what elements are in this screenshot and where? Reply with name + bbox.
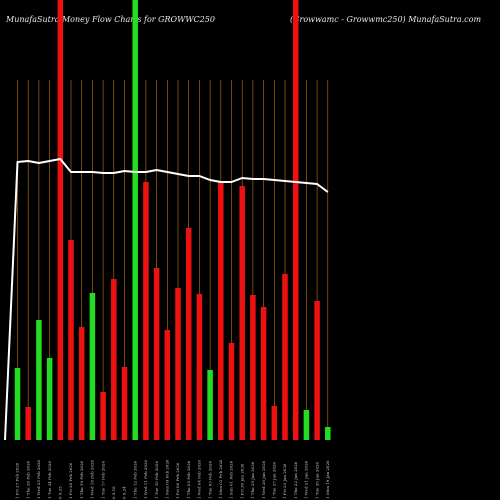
bar — [314, 301, 320, 440]
bar — [164, 330, 171, 440]
x-tick-label: 1 Fri 27 Feb 2026 — [15, 462, 20, 499]
bar — [89, 293, 96, 440]
x-tick-labels: 1 Fri 27 Feb 2026 1 Thu 26 Feb 2026 1 Wed … — [15, 459, 330, 499]
x-tick-label: 1 Mon 19 Jan 2026 — [325, 460, 330, 499]
bar — [228, 343, 235, 440]
x-tick-label: 0 9.25 — [58, 486, 63, 499]
x-tick-label: 1 Wed 11 Feb 2026 — [143, 459, 148, 499]
x-tick-label: 1 Thu 05 Feb 2026 — [186, 460, 191, 499]
bar — [68, 240, 74, 440]
bar — [239, 186, 245, 440]
bar — [207, 370, 213, 440]
x-tick-label: 1 Wed 25 Feb 2026 — [36, 459, 41, 499]
x-tick-label: 1 Wed 04 Feb 2026 — [197, 459, 202, 499]
bar — [218, 181, 224, 440]
bar — [196, 294, 203, 440]
x-tick-label: 0 9.18 — [111, 486, 116, 499]
bar — [143, 182, 149, 440]
bar — [250, 295, 256, 440]
bar — [175, 288, 181, 440]
bar — [121, 367, 128, 440]
bar — [25, 407, 31, 440]
grid-lines — [17, 80, 329, 440]
x-tick-label: 1 Tue 27 Jan 2026 — [272, 461, 277, 499]
x-tick-label: 1 Fri 30 Jan 2026 — [239, 463, 244, 499]
chart-title-right: (Growwamc - Growwmc250) MunafaSutra.com — [290, 15, 481, 24]
bars — [14, 0, 331, 440]
x-tick-label: 1 Mon 09 Feb 2026 — [165, 459, 170, 499]
x-tick-label: 0 9.24 — [122, 486, 127, 499]
x-tick-label: 1 Wed 28 Jan 2026 — [261, 460, 266, 499]
bar — [292, 0, 299, 440]
bar — [260, 307, 267, 440]
bar — [36, 320, 42, 440]
bar — [282, 274, 288, 440]
bar — [111, 279, 117, 440]
x-tick-label: 1 Tue 10 Feb 2026 — [154, 461, 159, 499]
x-tick-label: 1 Wed 21 Jan 2026 — [304, 460, 309, 499]
x-tick-label: 1 Tue 24 Feb 2026 — [47, 461, 52, 499]
x-tick-label: 1 Tue 20 Jan 2026 — [314, 461, 319, 499]
bar — [78, 327, 85, 440]
bar — [153, 268, 160, 440]
bar — [46, 358, 53, 440]
x-tick-label: 1 Mon 02 Feb 2026 — [218, 459, 223, 499]
x-tick-label: 1 Tue 03 Feb 2026 — [207, 461, 212, 499]
x-tick-label: 1 Fri 20 Feb 2026 — [68, 462, 73, 499]
x-tick-label: 1 Thu 19 Feb 2026 — [79, 460, 84, 499]
chart-title-left: MunafaSutra Money Flow Charts for GROWWC… — [5, 15, 215, 24]
x-tick-label: 1 Tue 17 Feb 2026 — [100, 461, 105, 499]
bar — [14, 368, 21, 440]
bar — [185, 228, 192, 440]
money-flow-line-path — [4, 158, 329, 441]
bar — [303, 410, 310, 440]
x-tick-label: 1 Fri 06 Feb 2026 — [175, 462, 180, 499]
x-tick-label: 1 Thu 26 Feb 2026 — [25, 460, 30, 499]
x-tick-label: 1 Fri 23 Jan 2026 — [282, 463, 287, 499]
money-flow-line — [4, 158, 329, 441]
bar — [271, 406, 278, 440]
x-tick-label: 1 Wed 18 Feb 2026 — [90, 459, 95, 499]
x-tick-label: 1 Thu 22 Jan 2026 — [293, 461, 298, 499]
x-tick-label: 1 Thu 29 Jan 2026 — [250, 461, 255, 499]
bar — [100, 392, 106, 440]
bar — [325, 427, 331, 440]
x-tick-label: 1 Sun 01 Feb 2026 — [229, 460, 234, 499]
x-tick-label: 1 Thu 12 Feb 2026 — [132, 460, 137, 499]
bar — [57, 0, 64, 440]
bar — [132, 0, 138, 440]
